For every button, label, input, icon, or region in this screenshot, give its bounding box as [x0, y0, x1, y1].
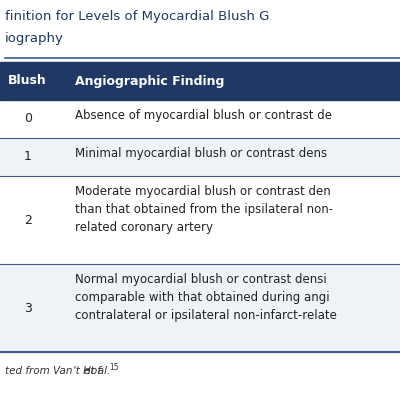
Bar — [0, 176, 400, 264]
Bar — [0, 100, 400, 138]
Text: Moderate myocardial blush or contrast den: Moderate myocardial blush or contrast de… — [75, 185, 331, 198]
Bar — [0, 264, 400, 352]
Bar — [0, 62, 400, 100]
Text: finition for Levels of Myocardial Blush G: finition for Levels of Myocardial Blush … — [5, 10, 269, 23]
Text: 2: 2 — [24, 214, 32, 226]
Text: than that obtained from the ipsilateral non-: than that obtained from the ipsilateral … — [75, 203, 333, 216]
Text: Minimal myocardial blush or contrast dens: Minimal myocardial blush or contrast den… — [75, 147, 327, 160]
Text: comparable with that obtained during angi: comparable with that obtained during ang… — [75, 291, 330, 304]
Text: Angiographic Finding: Angiographic Finding — [75, 74, 224, 88]
Text: Blush: Blush — [8, 74, 47, 88]
Text: iography: iography — [5, 32, 64, 45]
Text: 15: 15 — [109, 363, 118, 372]
Text: ted from Van’t Hof: ted from Van’t Hof — [5, 366, 104, 376]
Text: Absence of myocardial blush or contrast de: Absence of myocardial blush or contrast … — [75, 109, 332, 122]
Text: 1: 1 — [24, 150, 32, 164]
Bar — [0, 138, 400, 176]
Text: 3: 3 — [24, 302, 32, 314]
Text: 0: 0 — [24, 112, 32, 126]
Text: et al.: et al. — [84, 366, 110, 376]
Text: related coronary artery: related coronary artery — [75, 221, 213, 234]
Text: contralateral or ipsilateral non-infarct-relate: contralateral or ipsilateral non-infarct… — [75, 309, 337, 322]
Text: Normal myocardial blush or contrast densi: Normal myocardial blush or contrast dens… — [75, 273, 327, 286]
